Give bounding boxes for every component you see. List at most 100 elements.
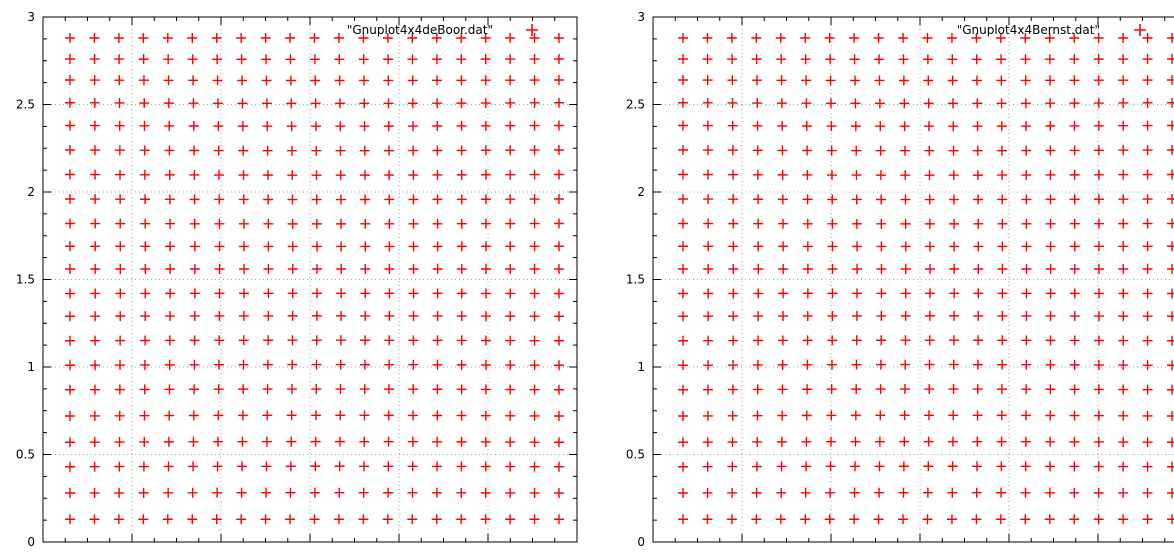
data-point [1021, 264, 1032, 274]
data-point [1069, 33, 1080, 43]
data-point [1093, 311, 1104, 322]
data-point [407, 75, 418, 86]
data-point [554, 335, 564, 346]
data-point [923, 121, 934, 132]
data-point [973, 218, 984, 229]
data-point [1021, 288, 1032, 299]
data-point [505, 514, 516, 525]
data-point [334, 54, 345, 65]
data-point [678, 311, 688, 322]
data-point [776, 461, 787, 472]
data-point [384, 218, 395, 229]
data-point [800, 514, 811, 525]
data-point [900, 241, 911, 252]
data-point [1093, 169, 1104, 180]
data-point [359, 384, 370, 395]
data-point [752, 169, 763, 180]
data-point [1045, 145, 1056, 156]
data-point [139, 410, 150, 421]
data-point [751, 75, 762, 86]
data-point [287, 170, 298, 181]
data-point [189, 384, 200, 395]
data-point [1118, 360, 1129, 371]
data-point [851, 145, 862, 156]
data-point [358, 461, 369, 472]
data-point [947, 98, 958, 109]
data-point [826, 359, 837, 370]
data-point [238, 359, 249, 370]
data-point [1118, 487, 1129, 498]
data-point [505, 54, 516, 65]
data-point [335, 145, 346, 156]
data-point [408, 410, 419, 421]
data-point [753, 264, 764, 274]
data-point [776, 98, 787, 109]
data-point [65, 360, 75, 371]
data-point [1045, 218, 1056, 229]
data-point [825, 75, 836, 86]
data-point [972, 170, 983, 181]
data-point [851, 218, 862, 229]
data-point [263, 335, 274, 346]
data-point [212, 487, 223, 498]
data-point [1167, 97, 1174, 108]
data-point [336, 288, 347, 299]
data-point [140, 218, 151, 229]
data-point [802, 310, 813, 321]
data-point [849, 54, 860, 65]
data-point [408, 310, 419, 321]
data-point [899, 410, 910, 421]
data-point [1118, 194, 1129, 205]
data-point [1142, 487, 1153, 498]
data-point [1069, 264, 1080, 274]
data-point [727, 461, 738, 472]
data-point [456, 288, 467, 299]
data-point [727, 75, 738, 86]
data-point [1069, 359, 1080, 370]
data-point [456, 384, 467, 395]
data-point [801, 436, 812, 447]
data-point [114, 120, 125, 131]
data-point [285, 461, 296, 472]
data-point [876, 288, 887, 299]
data-point [310, 461, 321, 472]
data-point [1167, 169, 1174, 180]
data-point [529, 311, 540, 322]
data-point [874, 436, 885, 447]
data-point [778, 311, 789, 322]
data-points [678, 33, 1174, 525]
data-point [65, 145, 75, 155]
data-point [1093, 514, 1104, 525]
data-point [456, 335, 467, 346]
data-point [874, 75, 885, 86]
data-point [238, 194, 249, 205]
data-point [972, 145, 983, 156]
data-point [851, 194, 862, 205]
data-point [260, 514, 271, 525]
data-point [997, 288, 1008, 299]
data-point [65, 54, 75, 64]
data-point [554, 488, 564, 498]
data-point [238, 145, 249, 156]
data-point [1142, 169, 1153, 180]
data-point [505, 241, 516, 252]
data-point [801, 98, 812, 109]
data-point [1118, 97, 1129, 108]
data-point [777, 384, 788, 395]
data-point [948, 359, 959, 370]
data-point [825, 461, 836, 472]
data-point [1069, 335, 1080, 346]
data-point [948, 170, 959, 181]
data-point [775, 514, 786, 525]
data-point [898, 54, 909, 65]
data-point [947, 461, 958, 472]
data-point [529, 97, 540, 108]
data-point [529, 241, 540, 252]
data-point [875, 121, 886, 132]
data-point [728, 335, 739, 346]
data-point [1045, 310, 1056, 321]
data-point [90, 194, 101, 205]
data-point [924, 288, 935, 299]
data-point [554, 54, 564, 64]
data-point [358, 75, 369, 86]
